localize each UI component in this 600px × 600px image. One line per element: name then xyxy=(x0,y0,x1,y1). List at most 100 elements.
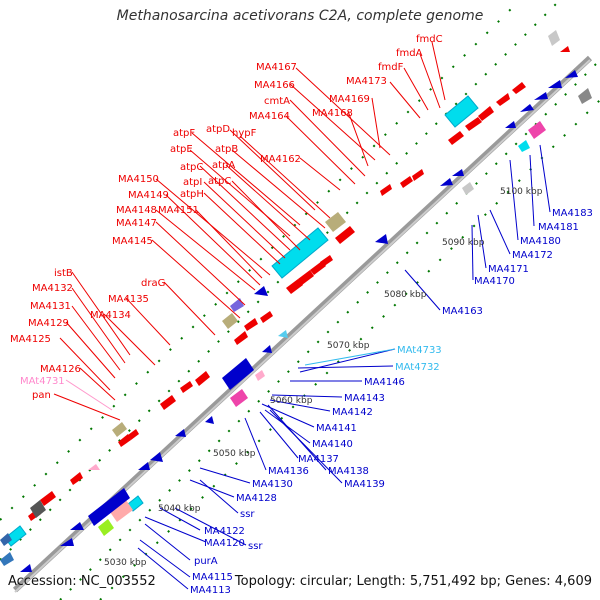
gene-label[interactable]: istB xyxy=(54,268,73,279)
gene-glyph[interactable] xyxy=(260,311,273,323)
gene-glyph[interactable] xyxy=(548,80,562,88)
gene-label[interactable]: MA4166 xyxy=(254,80,295,91)
pink-gene-glyph[interactable] xyxy=(528,121,546,139)
gene-label[interactable]: atpI xyxy=(183,177,202,188)
grey-block[interactable] xyxy=(462,182,474,195)
gene-glyph[interactable] xyxy=(160,395,176,410)
gene-label[interactable]: MA4162 xyxy=(260,154,301,165)
gene-label[interactable]: atpC xyxy=(208,176,231,187)
gene-label[interactable]: MA4170 xyxy=(474,276,515,287)
gene-glyph[interactable] xyxy=(298,270,314,285)
green-block[interactable] xyxy=(98,519,114,536)
gene-label[interactable]: ssr xyxy=(240,509,255,520)
gene-glyph[interactable] xyxy=(448,131,464,145)
gene-label[interactable]: atpH xyxy=(180,189,204,200)
gene-label[interactable]: MA4125 xyxy=(10,334,51,345)
gene-label[interactable]: MA4120 xyxy=(204,538,245,549)
gene-label[interactable]: MA4146 xyxy=(364,377,405,388)
gene-label[interactable]: atpC xyxy=(180,162,203,173)
gene-label[interactable]: MA4131 xyxy=(30,301,71,312)
pink-block[interactable] xyxy=(110,500,133,522)
gene-label[interactable]: MA4168 xyxy=(312,108,353,119)
gene-label[interactable]: MA4171 xyxy=(488,264,529,275)
gene-glyph[interactable] xyxy=(565,70,578,78)
gene-glyph[interactable] xyxy=(262,345,272,353)
gene-label[interactable]: MA4113 xyxy=(190,585,231,596)
gene-glyph[interactable] xyxy=(128,429,139,440)
rna-glyph[interactable] xyxy=(271,227,329,279)
gene-label[interactable]: MA4181 xyxy=(538,222,579,233)
gene-glyph[interactable] xyxy=(70,522,84,530)
gene-label[interactable]: ssr xyxy=(248,541,263,552)
gene-glyph[interactable] xyxy=(40,491,56,506)
olive-block[interactable] xyxy=(112,422,127,437)
gene-label[interactable]: MAt4732 xyxy=(395,362,440,373)
gene-label[interactable]: MA4128 xyxy=(236,493,277,504)
gene-label[interactable]: MA4141 xyxy=(316,423,357,434)
gene-glyph[interactable] xyxy=(412,169,424,181)
gene-label[interactable]: MA4172 xyxy=(512,250,553,261)
gene-label[interactable]: MA4136 xyxy=(268,466,309,477)
olive-block[interactable] xyxy=(222,313,238,329)
gene-glyph[interactable] xyxy=(478,106,494,121)
gene-label[interactable]: MA4142 xyxy=(332,407,373,418)
grey-block[interactable] xyxy=(548,30,560,46)
gene-label[interactable]: MA4145 xyxy=(112,236,153,247)
gene-glyph[interactable] xyxy=(175,429,186,437)
gene-glyph[interactable] xyxy=(20,564,32,572)
gene-glyph[interactable] xyxy=(560,46,570,52)
gene-label[interactable]: atpB xyxy=(215,144,238,155)
gene-glyph[interactable] xyxy=(335,226,355,244)
gene-label[interactable]: MAt4733 xyxy=(397,345,442,356)
gene-glyph[interactable] xyxy=(254,286,268,296)
gene-glyph[interactable] xyxy=(375,234,388,244)
gene-label[interactable]: atpF xyxy=(173,128,195,139)
gene-label[interactable]: MA4167 xyxy=(256,62,297,73)
gene-glyph[interactable] xyxy=(400,176,413,188)
gene-label[interactable]: fmdC xyxy=(416,34,443,45)
gene-glyph[interactable] xyxy=(234,331,248,345)
gene-label[interactable]: MA4143 xyxy=(344,393,385,404)
gene-glyph[interactable] xyxy=(205,416,214,424)
gene-label[interactable]: MA4180 xyxy=(520,236,561,247)
gene-glyph[interactable] xyxy=(380,184,392,196)
gene-glyph[interactable] xyxy=(505,121,516,128)
gene-glyph[interactable] xyxy=(286,279,303,294)
gene-label[interactable]: MA4173 xyxy=(346,76,387,87)
gene-glyph[interactable] xyxy=(496,93,510,106)
gene-glyph[interactable] xyxy=(440,178,453,186)
rna-glyph[interactable] xyxy=(444,95,479,128)
gene-label[interactable]: MA4147 xyxy=(116,218,157,229)
gene-label[interactable]: draG xyxy=(141,278,165,289)
gene-label[interactable]: MA4135 xyxy=(108,294,149,305)
gene-glyph[interactable] xyxy=(278,330,288,338)
gene-label[interactable]: fmdA xyxy=(396,48,423,59)
gene-glyph[interactable] xyxy=(534,92,548,100)
gene-glyph[interactable] xyxy=(512,82,526,94)
gene-glyph[interactable] xyxy=(320,255,333,267)
gene-glyph[interactable] xyxy=(0,552,14,566)
gene-glyph[interactable] xyxy=(138,462,150,470)
gene-label[interactable]: MA4132 xyxy=(32,283,73,294)
dark-block[interactable] xyxy=(30,500,46,518)
gene-glyph[interactable] xyxy=(452,169,464,176)
gene-label[interactable]: purA xyxy=(194,556,218,567)
gene-label[interactable]: MA4126 xyxy=(40,364,81,375)
gene-glyph[interactable] xyxy=(230,298,244,312)
gene-label[interactable]: MA4115 xyxy=(192,572,233,583)
gene-label[interactable]: MA4138 xyxy=(328,466,369,477)
gene-label[interactable]: MA4129 xyxy=(28,318,69,329)
gene-glyph[interactable] xyxy=(118,434,131,447)
gene-label[interactable]: MA4151 xyxy=(158,205,199,216)
gene-glyph[interactable] xyxy=(60,538,74,546)
gene-glyph[interactable] xyxy=(88,488,130,526)
gene-label[interactable]: MA4163 xyxy=(442,306,483,317)
gene-glyph[interactable] xyxy=(70,472,83,485)
gene-glyph[interactable] xyxy=(222,358,254,390)
olive-block[interactable] xyxy=(325,212,346,232)
gene-label[interactable]: MA4134 xyxy=(90,310,131,321)
gene-glyph[interactable] xyxy=(465,117,482,131)
pink-gene-glyph[interactable] xyxy=(88,464,100,470)
gene-glyph[interactable] xyxy=(578,88,592,104)
pink-gene-glyph[interactable] xyxy=(230,389,248,407)
